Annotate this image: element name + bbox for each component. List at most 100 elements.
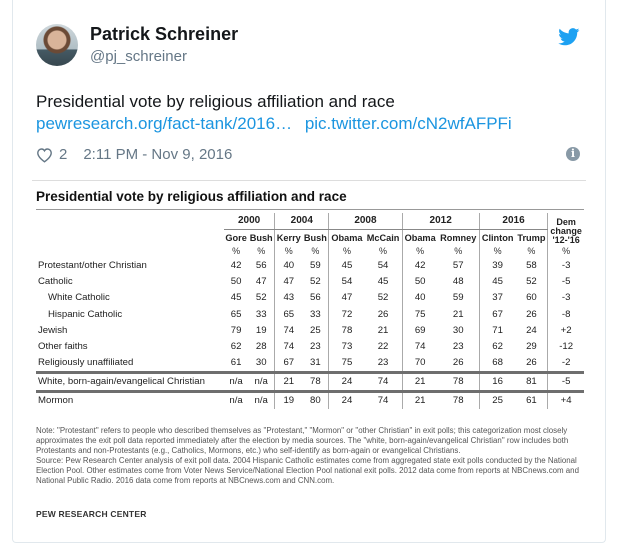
timestamp[interactable]: 2:11 PM - Nov 9, 2016 [83, 146, 233, 163]
table-cell: 40 [401, 289, 438, 306]
table-cell: 26 [452, 357, 464, 369]
twitter-bird-icon[interactable] [558, 28, 580, 46]
table-cell: n/a [248, 370, 275, 392]
table-cell: 16 [478, 370, 516, 392]
table-cell: 43 [274, 289, 303, 306]
table-cell: 45 [230, 292, 242, 304]
figure-title: Presidential vote by religious affiliati… [36, 189, 347, 204]
heart-icon[interactable] [36, 147, 53, 163]
table-cell: 70 [401, 354, 438, 373]
table-cell: 78 [328, 322, 365, 339]
year-header: 2012 [401, 213, 480, 230]
divider [36, 209, 584, 210]
table-cell: 69 [401, 322, 438, 339]
pct-sign: % [274, 245, 303, 258]
table-cell: 75 [401, 305, 438, 323]
table-cell: 74 [274, 322, 303, 339]
table-cell: 26 [526, 357, 537, 369]
table-row: Mormon n/a n/a 19 80 24 74 21 78 25 61 +4 [36, 389, 584, 410]
table-cell: 78 [437, 389, 480, 410]
year-header: 2004 [274, 213, 329, 230]
table-cell: 72 [328, 305, 365, 323]
pct-sign: % [328, 245, 365, 258]
dem-change-cell: -12 [547, 338, 584, 355]
table-cell: 74 [364, 370, 403, 392]
table-cell: 21 [377, 324, 389, 336]
row-label: Mormon [36, 389, 224, 410]
spacer [36, 229, 224, 245]
table-cell: n/a [224, 389, 249, 410]
dem-change-cell: -5 [547, 273, 584, 290]
table-cell: 47 [328, 289, 365, 306]
avatar[interactable] [36, 24, 78, 66]
table-cell: 52 [255, 292, 267, 304]
table-cell: n/a [224, 370, 249, 392]
candidate-header: Trump [517, 232, 546, 243]
figure-footer: PEW RESEARCH CENTER [36, 509, 147, 519]
article-link[interactable]: pewresearch.org/fact-tank/2016… [36, 114, 293, 133]
dem-change-cell: -3 [547, 257, 584, 274]
candidate-header: Bush [249, 232, 273, 243]
table-cell: 47 [255, 276, 267, 288]
row-label: Hispanic Catholic [48, 308, 123, 320]
table-cell: 61 [515, 389, 548, 410]
table-cell: 22 [377, 340, 389, 352]
table-cell: 45 [478, 273, 516, 290]
table-cell: 23 [377, 357, 389, 369]
table-cell: 19 [255, 324, 267, 336]
dem-change-cell: -2 [547, 354, 584, 373]
table-cell: 39 [478, 257, 516, 274]
table-cell: 37 [478, 289, 516, 306]
table-cell: 33 [310, 308, 321, 320]
table-cell: 30 [452, 324, 464, 336]
pct-sign: % [454, 246, 463, 257]
table-cell: 42 [401, 257, 438, 274]
row-label: White, born-again/evangelical Christian [36, 370, 224, 392]
row-label: Religiously unaffiliated [38, 357, 134, 369]
table-cell: 60 [526, 292, 537, 304]
table-row: Jewish 79 19 74 25 78 21 69 30 71 24 +2 [36, 322, 584, 339]
pct-sign: % [257, 246, 266, 257]
table-cell: 23 [310, 340, 321, 352]
table-cell: 54 [328, 273, 365, 290]
table-cell: 59 [452, 292, 464, 304]
table-cell: 68 [478, 354, 516, 373]
table-cell: 71 [478, 322, 516, 339]
row-label: Protestant/other Christian [38, 259, 147, 271]
table-row: Religiously unaffiliated 61 30 67 31 75 23 70 26… [36, 354, 584, 373]
pct-sign: % [478, 245, 516, 258]
table-row: Catholic 50 47 47 52 54 45 50 48 45 52 -5 [36, 273, 584, 290]
row-label: Catholic [38, 276, 73, 288]
dem-change-header: Dem change '12-'16 [547, 213, 584, 246]
table-cell: 56 [310, 292, 321, 304]
pct-sign: % [527, 246, 536, 257]
pct-sign: % [232, 246, 241, 257]
pic-link[interactable]: pic.twitter.com/cN2wfAFPFi [304, 114, 512, 133]
table-cell: 59 [310, 259, 321, 271]
table-cell: 81 [515, 370, 548, 392]
table-cell: 56 [255, 259, 267, 271]
table-cell: 57 [452, 259, 464, 271]
candidate-header: Romney [440, 232, 477, 243]
tweet-image[interactable]: Presidential vote by religious affiliati… [32, 180, 586, 521]
table-cell: 62 [230, 340, 242, 352]
user-name[interactable]: Patrick Schreiner [90, 24, 239, 44]
table-cell: 19 [274, 389, 303, 410]
candidate-header: Clinton [478, 229, 516, 246]
table-cell: 26 [526, 308, 537, 320]
dem-change-cell: -5 [547, 370, 584, 392]
user-handle[interactable]: @pj_schreiner [90, 48, 187, 65]
table-cell: 42 [230, 259, 242, 271]
table-cell: 33 [255, 308, 267, 320]
table-cell: 78 [437, 370, 480, 392]
spacer [36, 213, 224, 229]
table-cell: 21 [274, 370, 303, 392]
table-cell: 25 [310, 324, 321, 336]
table-cell: 61 [230, 357, 242, 369]
table-cell: 23 [452, 340, 464, 352]
table-cell: 67 [274, 354, 303, 373]
pct-sign: % [547, 245, 584, 258]
table-cell: 74 [364, 389, 403, 410]
dem-change-cell: +4 [547, 389, 584, 410]
info-icon[interactable]: i [566, 147, 580, 161]
